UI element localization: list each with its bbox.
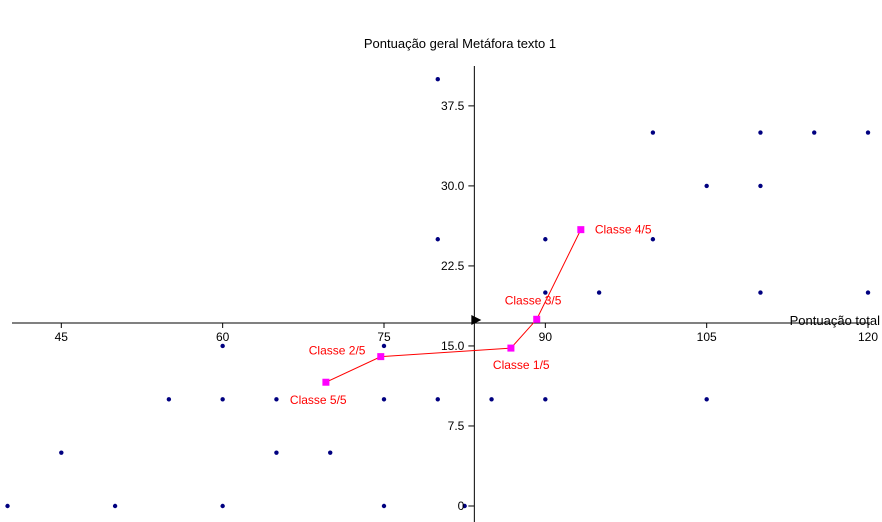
data-point [59,450,64,455]
data-point [812,130,817,135]
data-point [435,397,440,402]
y-tick-label: 7.5 [448,419,465,433]
centroid-label: Classe 5/5 [290,393,347,407]
data-point [865,130,871,135]
data-point [381,343,387,349]
chart-title: Pontuação geral Metáfora texto 1 [364,36,556,51]
data-point [650,130,656,135]
data-point [166,397,172,402]
centroid-marker [507,344,515,352]
data-point [865,290,871,295]
data-point [543,290,548,295]
data-point [328,450,333,455]
y-ticks-layer: 0 7.5 15.0 22.5 30.0 37.5 [441,99,475,513]
data-point [704,183,709,189]
data-point [462,503,467,509]
x-tick-label: 60 [216,330,230,344]
data-point [435,237,440,242]
centroids-layer: Classe 5/5 Classe 2/5 Classe 1/5 Classe 3/5… [290,223,652,408]
data-point [381,397,387,402]
y-tick-label: 30.0 [441,179,465,193]
centroid-marker [533,315,541,323]
data-point [704,397,709,402]
data-point [5,503,10,509]
centroid-label: Classe 2/5 [309,344,366,358]
data-point [758,290,763,295]
data-point [650,237,656,242]
centroid-label: Classe 4/5 [595,223,652,237]
data-point [596,290,602,295]
x-tick-label: 75 [377,330,391,344]
data-point [543,397,548,402]
x-tick-label: 105 [697,330,717,344]
x-ticks-layer: 45 60 75 90 105 120 [55,323,878,344]
data-point [274,450,279,455]
x-tick-label: 90 [539,330,553,344]
x-axis-label: Pontuação total [790,313,880,328]
data-point [758,130,763,135]
data-point [220,503,225,509]
data-point [381,503,387,509]
centroid-marker [577,226,585,234]
y-tick-label: 22.5 [441,259,465,273]
axis-arrow-icon [471,315,482,326]
data-points-layer [5,77,871,509]
data-point [220,343,225,349]
centroid-label: Classe 1/5 [493,358,550,372]
centroid-marker [377,353,385,361]
data-point [435,77,440,82]
centroid-marker [322,378,330,386]
y-tick-label: 0 [458,499,465,513]
data-point [274,397,279,402]
centroid-label: Classe 3/5 [505,293,562,307]
y-tick-label: 15.0 [441,339,465,353]
data-point [489,397,494,402]
data-point [758,183,763,189]
data-point [112,503,118,509]
x-tick-label: 45 [55,330,69,344]
y-tick-label: 37.5 [441,99,465,113]
x-tick-label: 120 [858,330,878,344]
data-point [220,397,225,402]
data-point [543,237,548,242]
